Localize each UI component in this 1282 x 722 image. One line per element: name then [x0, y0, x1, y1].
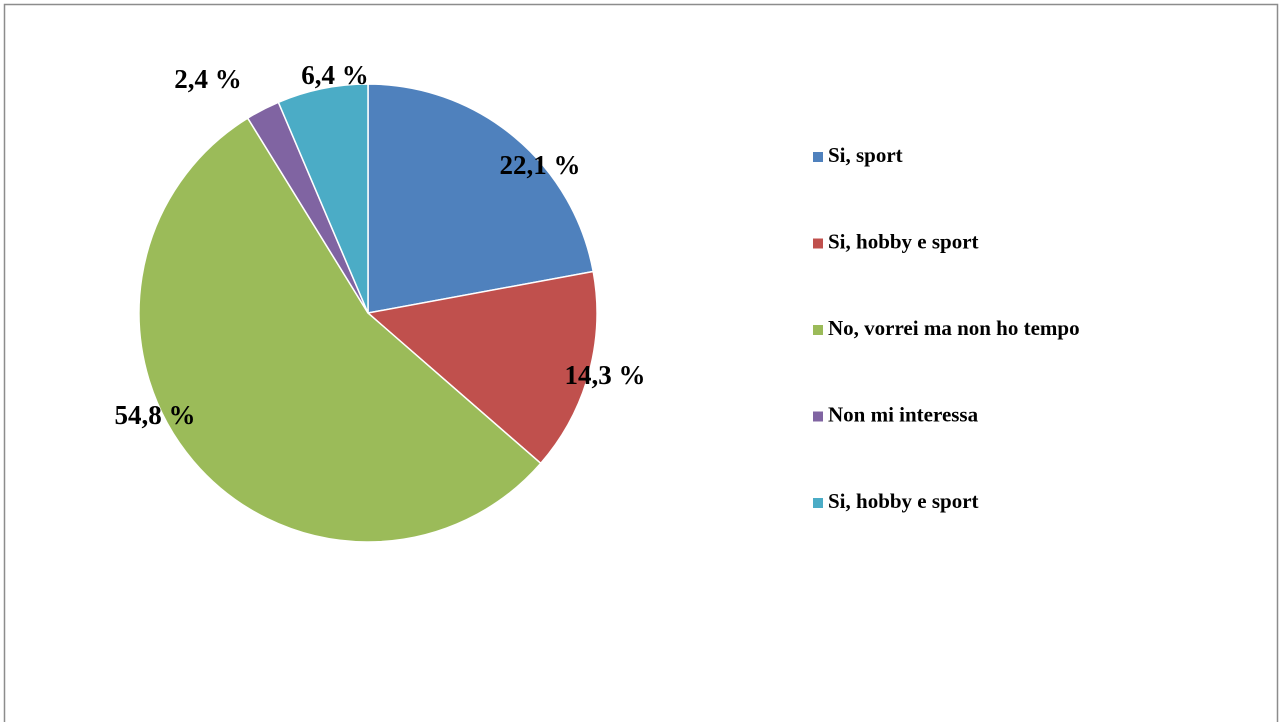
legend-swatch — [813, 238, 823, 249]
data-label: 6,4 % — [301, 60, 369, 90]
data-label: 22,1 % — [500, 150, 581, 180]
legend-swatch — [813, 325, 823, 335]
legend-label: Non mi interessa — [828, 402, 979, 426]
data-label: 54,8 % — [115, 400, 196, 430]
pie-slice — [138, 117, 542, 543]
legend-label: Si, sport — [828, 143, 903, 167]
legend-swatch — [813, 498, 823, 508]
pie-slice — [367, 83, 595, 314]
data-label: 14,3 % — [565, 360, 646, 390]
pie-slice — [277, 83, 369, 314]
legend-swatch — [813, 411, 823, 422]
legend-swatch — [813, 152, 823, 162]
legend-label: Si, hobby e sport — [828, 229, 979, 253]
pie-slice — [366, 270, 598, 465]
legend-label: Si, hobby e sport — [828, 489, 979, 513]
legend-label: No, vorrei ma non ho tempo — [828, 316, 1080, 340]
data-label: 2,4 % — [174, 64, 242, 94]
